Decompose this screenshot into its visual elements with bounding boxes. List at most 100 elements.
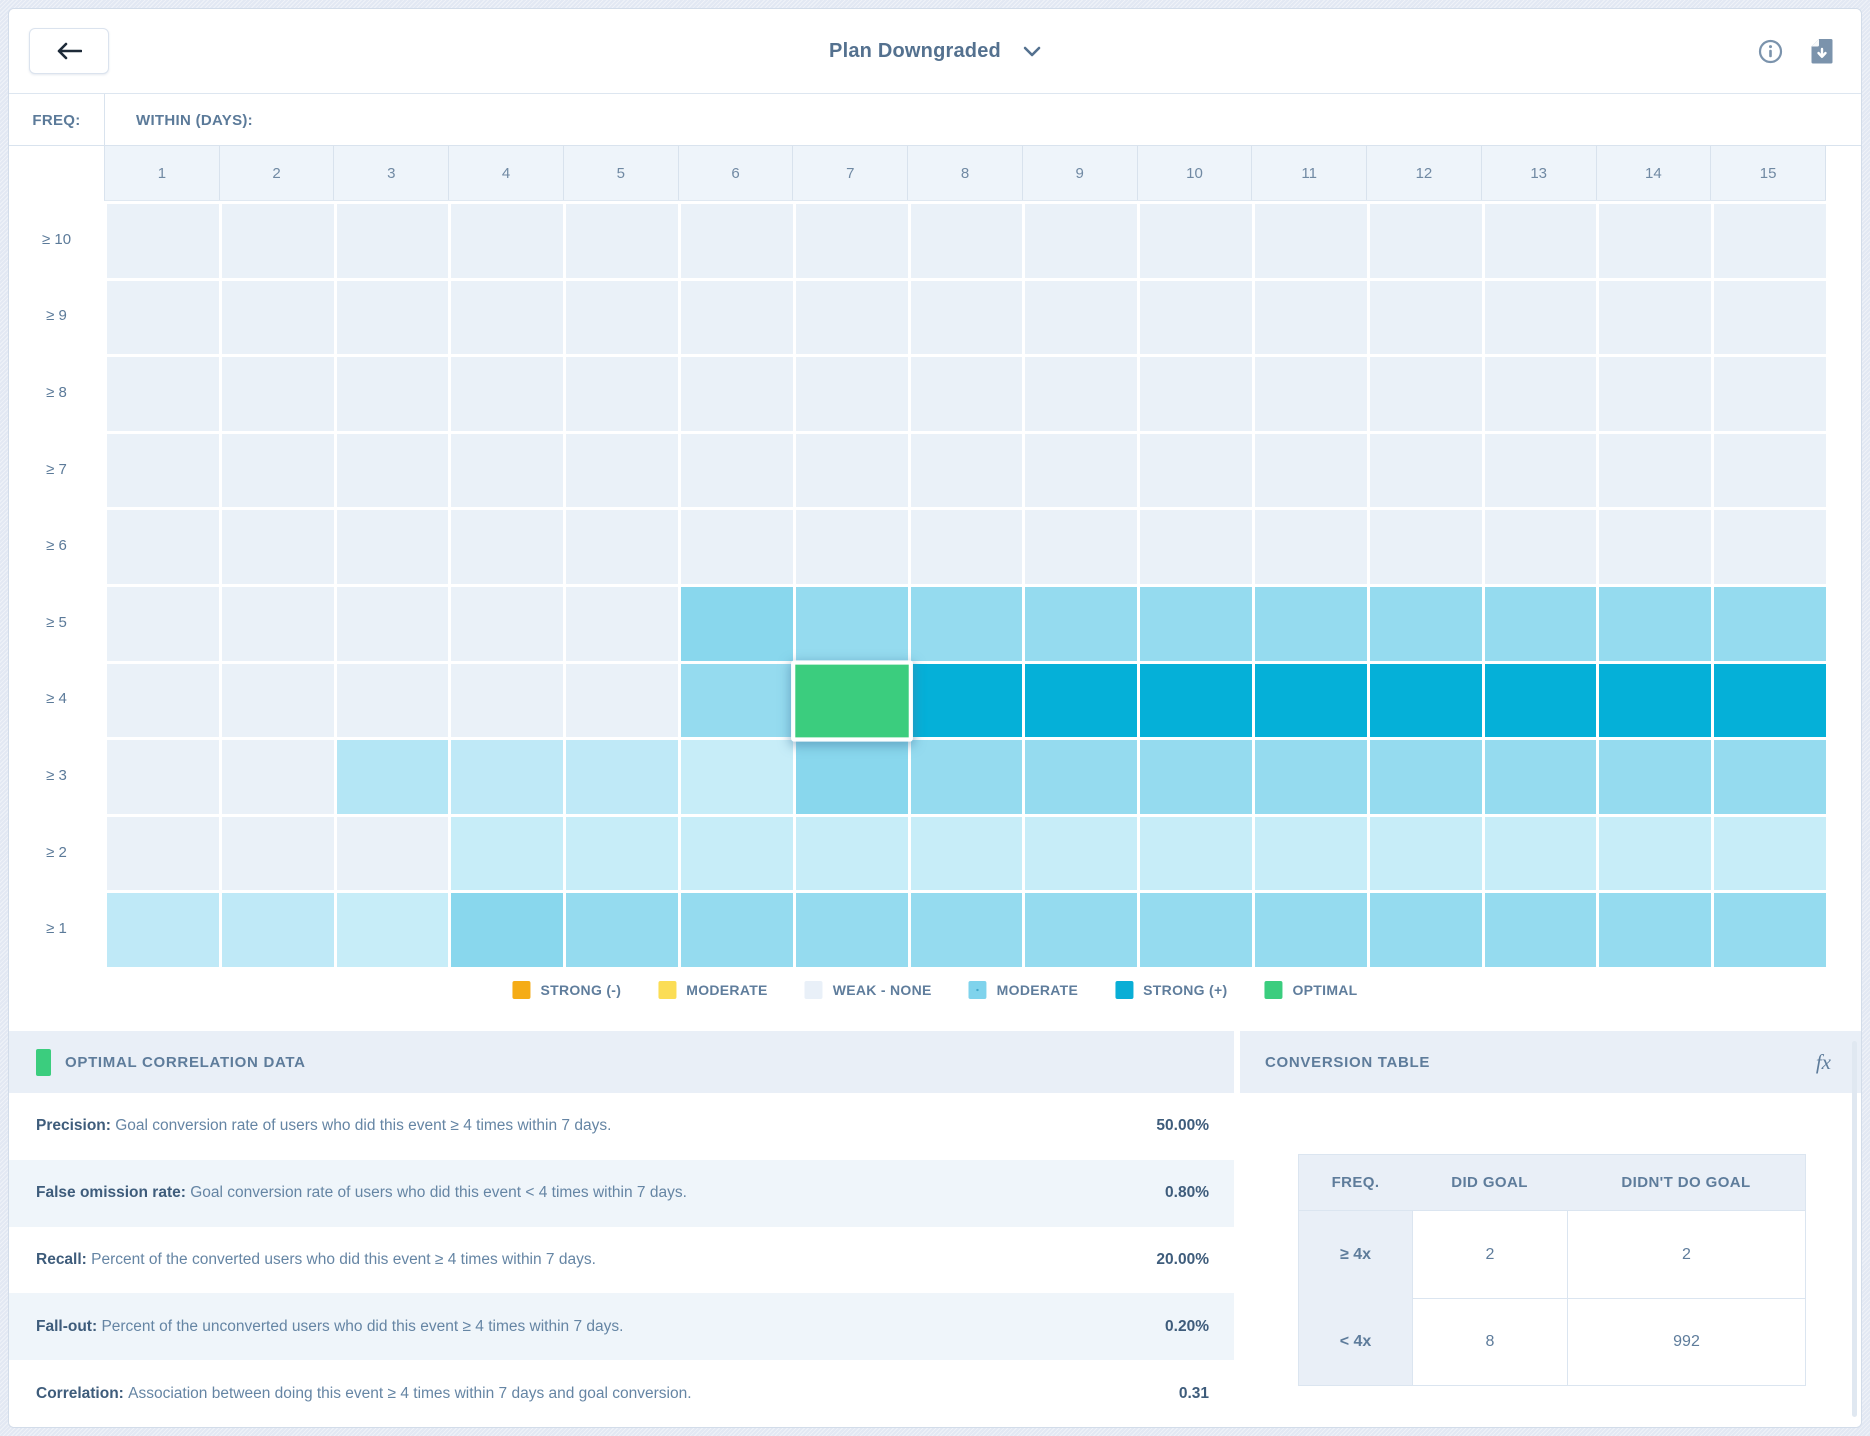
heatmap-cell[interactable]	[681, 357, 793, 431]
heatmap-cell[interactable]	[681, 740, 793, 814]
heatmap-cell[interactable]	[451, 816, 564, 891]
heatmap-cell[interactable]	[336, 740, 449, 814]
heatmap-cell[interactable]	[107, 816, 219, 891]
heatmap-cell[interactable]	[221, 740, 334, 814]
heatmap-cell[interactable]	[566, 663, 678, 738]
heatmap-cell[interactable]	[1369, 816, 1482, 891]
heatmap-cell[interactable]	[1369, 357, 1482, 431]
heatmap-cell[interactable]	[1140, 586, 1252, 661]
heatmap-cell[interactable]	[107, 740, 219, 814]
heatmap-cell[interactable]	[1714, 280, 1826, 355]
heatmap-cell[interactable]	[1025, 893, 1138, 967]
scrollbar[interactable]	[1852, 1041, 1857, 1417]
heatmap-cell[interactable]	[1599, 204, 1712, 278]
formula-fx-icon[interactable]: fx	[1815, 1049, 1831, 1074]
heatmap-cell[interactable]	[1484, 433, 1597, 508]
heatmap-cell[interactable]	[1714, 357, 1826, 431]
heatmap-cell[interactable]	[910, 663, 1023, 738]
info-icon[interactable]	[1758, 39, 1783, 64]
heatmap-cell[interactable]	[1714, 510, 1826, 584]
heatmap-cell[interactable]	[1484, 510, 1597, 584]
heatmap-cell[interactable]	[1714, 433, 1826, 508]
heatmap-cell[interactable]	[1255, 280, 1367, 355]
heatmap-cell[interactable]	[1714, 204, 1826, 278]
heatmap-cell[interactable]	[1599, 740, 1712, 814]
heatmap-cell[interactable]	[1140, 510, 1252, 584]
heatmap-cell[interactable]	[336, 816, 449, 891]
heatmap-cell[interactable]	[566, 204, 678, 278]
heatmap-cell[interactable]	[910, 893, 1023, 967]
heatmap-cell[interactable]	[795, 204, 908, 278]
heatmap-cell[interactable]	[1714, 740, 1826, 814]
heatmap-cell[interactable]	[795, 280, 908, 355]
heatmap-cell[interactable]	[221, 586, 334, 661]
heatmap-cell[interactable]	[336, 357, 449, 431]
heatmap-cell[interactable]	[1369, 586, 1482, 661]
heatmap-cell[interactable]	[566, 586, 678, 661]
heatmap-cell[interactable]	[1369, 663, 1482, 738]
heatmap-cell[interactable]	[221, 663, 334, 738]
heatmap-cell[interactable]	[910, 510, 1023, 584]
heatmap-cell[interactable]	[1369, 280, 1482, 355]
heatmap-cell[interactable]	[795, 586, 908, 661]
heatmap-cell[interactable]	[1140, 893, 1252, 967]
heatmap-cell[interactable]	[336, 586, 449, 661]
heatmap-cell[interactable]	[1369, 433, 1482, 508]
heatmap-cell[interactable]	[451, 204, 564, 278]
heatmap-cell[interactable]	[1255, 816, 1367, 891]
event-selector-dropdown[interactable]: Plan Downgraded	[829, 9, 1041, 94]
heatmap-cell[interactable]	[451, 433, 564, 508]
heatmap-cell[interactable]	[451, 280, 564, 355]
heatmap-cell[interactable]	[107, 510, 219, 584]
heatmap-cell[interactable]	[1140, 204, 1252, 278]
heatmap-cell[interactable]	[1255, 510, 1367, 584]
heatmap-cell[interactable]	[1484, 893, 1597, 967]
heatmap-cell[interactable]	[1025, 204, 1138, 278]
heatmap-cell[interactable]	[795, 433, 908, 508]
heatmap-cell[interactable]	[566, 893, 678, 967]
heatmap-cell[interactable]	[1025, 740, 1138, 814]
heatmap-cell[interactable]	[221, 816, 334, 891]
heatmap-cell[interactable]	[221, 893, 334, 967]
heatmap-cell[interactable]	[1484, 816, 1597, 891]
heatmap-cell[interactable]	[451, 893, 564, 967]
heatmap-cell[interactable]	[107, 357, 219, 431]
heatmap-cell[interactable]	[1714, 663, 1826, 738]
heatmap-cell[interactable]	[1025, 816, 1138, 891]
heatmap-cell[interactable]	[910, 204, 1023, 278]
heatmap-cell[interactable]	[1369, 510, 1482, 584]
heatmap-cell[interactable]	[1599, 663, 1712, 738]
heatmap-cell[interactable]	[221, 433, 334, 508]
heatmap-cell[interactable]	[1369, 740, 1482, 814]
heatmap-cell[interactable]	[795, 893, 908, 967]
heatmap-cell[interactable]	[221, 510, 334, 584]
heatmap-cell[interactable]	[1025, 280, 1138, 355]
heatmap-cell[interactable]	[1714, 893, 1826, 967]
heatmap-cell[interactable]	[451, 586, 564, 661]
heatmap-cell[interactable]	[566, 740, 678, 814]
heatmap-cell[interactable]	[910, 740, 1023, 814]
heatmap-cell[interactable]	[1140, 740, 1252, 814]
heatmap-cell[interactable]	[336, 280, 449, 355]
heatmap-cell[interactable]	[1369, 204, 1482, 278]
heatmap-cell[interactable]	[566, 357, 678, 431]
heatmap-cell[interactable]	[1255, 433, 1367, 508]
heatmap-cell[interactable]	[1484, 740, 1597, 814]
heatmap-cell[interactable]	[910, 586, 1023, 661]
heatmap-cell[interactable]	[566, 433, 678, 508]
heatmap-cell[interactable]	[1255, 663, 1367, 738]
heatmap-cell[interactable]	[1484, 280, 1597, 355]
heatmap-cell[interactable]	[107, 893, 219, 967]
heatmap-cell[interactable]	[910, 357, 1023, 431]
heatmap-cell[interactable]	[681, 510, 793, 584]
heatmap-cell[interactable]	[1484, 586, 1597, 661]
heatmap-cell[interactable]	[1025, 357, 1138, 431]
heatmap-cell[interactable]	[1140, 433, 1252, 508]
heatmap-cell[interactable]	[1255, 586, 1367, 661]
heatmap-cell[interactable]	[107, 433, 219, 508]
heatmap-cell[interactable]	[1714, 816, 1826, 891]
heatmap-cell[interactable]	[1255, 893, 1367, 967]
heatmap-cell[interactable]	[910, 433, 1023, 508]
download-icon[interactable]	[1811, 38, 1833, 65]
heatmap-cell[interactable]	[681, 893, 793, 967]
